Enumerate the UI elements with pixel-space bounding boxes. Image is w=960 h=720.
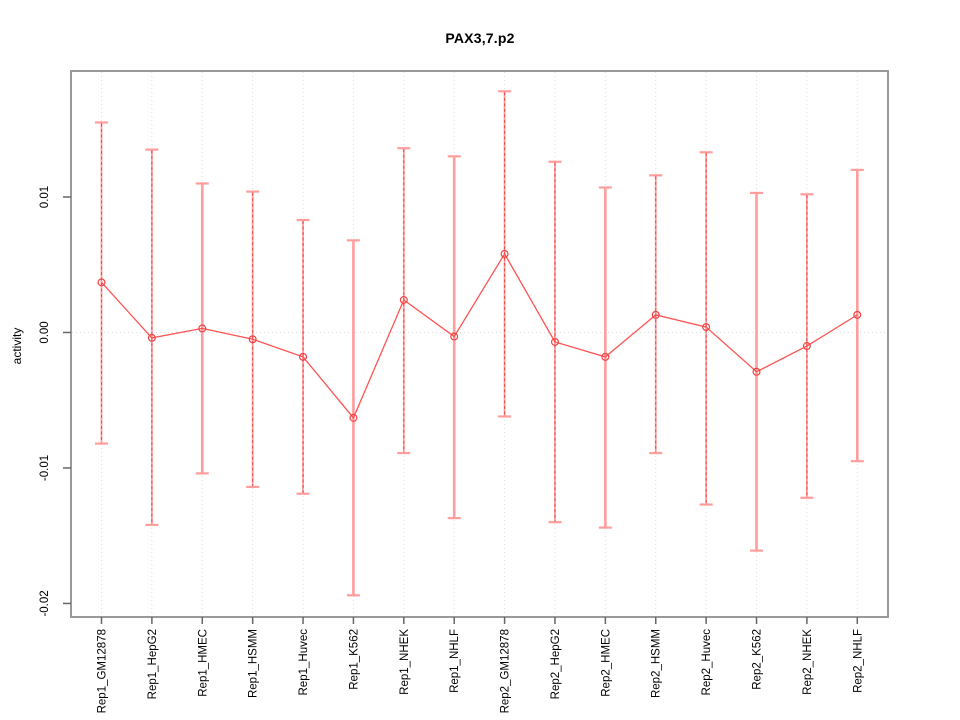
x-tick-label: Rep2_K562	[752, 629, 764, 690]
y-tick-label: -0.02	[39, 590, 51, 616]
data-point	[399, 295, 408, 304]
x-tick-label: Rep2_NHLF	[852, 629, 864, 693]
data-point	[550, 337, 559, 346]
data-point	[601, 352, 610, 361]
x-tick-label: Rep1_HMEC	[197, 629, 209, 697]
x-tick-label: Rep2_GM12878	[500, 629, 512, 713]
chart-title: PAX3,7.p2	[445, 30, 515, 46]
data-point	[97, 278, 106, 287]
data-point	[248, 335, 257, 344]
y-tick-label: 0.01	[39, 186, 51, 208]
data-point	[752, 367, 761, 376]
series-line	[101, 252, 858, 420]
x-tick-label: Rep2_HSMM	[651, 629, 663, 698]
data-point	[500, 249, 509, 258]
x-tick-label: Rep1_K562	[348, 629, 360, 690]
data-point	[198, 324, 207, 333]
data-point	[147, 333, 156, 342]
x-tick-label: Rep1_NHLF	[449, 629, 461, 693]
plot-box	[70, 70, 889, 618]
x-tick-label: Rep2_Huvec	[701, 629, 713, 696]
y-tick-label: -0.01	[39, 455, 51, 481]
y-tick-label: 0.00	[39, 321, 51, 343]
data-point	[349, 413, 358, 422]
data-point	[802, 342, 811, 351]
data-point	[651, 310, 660, 319]
x-tick-label: Rep2_HepG2	[550, 629, 562, 699]
data-point	[450, 332, 459, 341]
x-tick-label: Rep1_HSMM	[248, 629, 260, 698]
data-point	[299, 352, 308, 361]
data-point	[853, 310, 862, 319]
x-tick-label: Rep1_HepG2	[147, 629, 159, 699]
x-tick-label: Rep2_HMEC	[600, 629, 612, 697]
data-point	[702, 323, 711, 332]
x-tick-label: Rep1_NHEK	[399, 629, 411, 695]
x-tick-label: Rep1_GM12878	[97, 629, 109, 713]
x-tick-label: Rep1_Huvec	[298, 629, 310, 696]
x-tick-label: Rep2_NHEK	[802, 629, 814, 695]
